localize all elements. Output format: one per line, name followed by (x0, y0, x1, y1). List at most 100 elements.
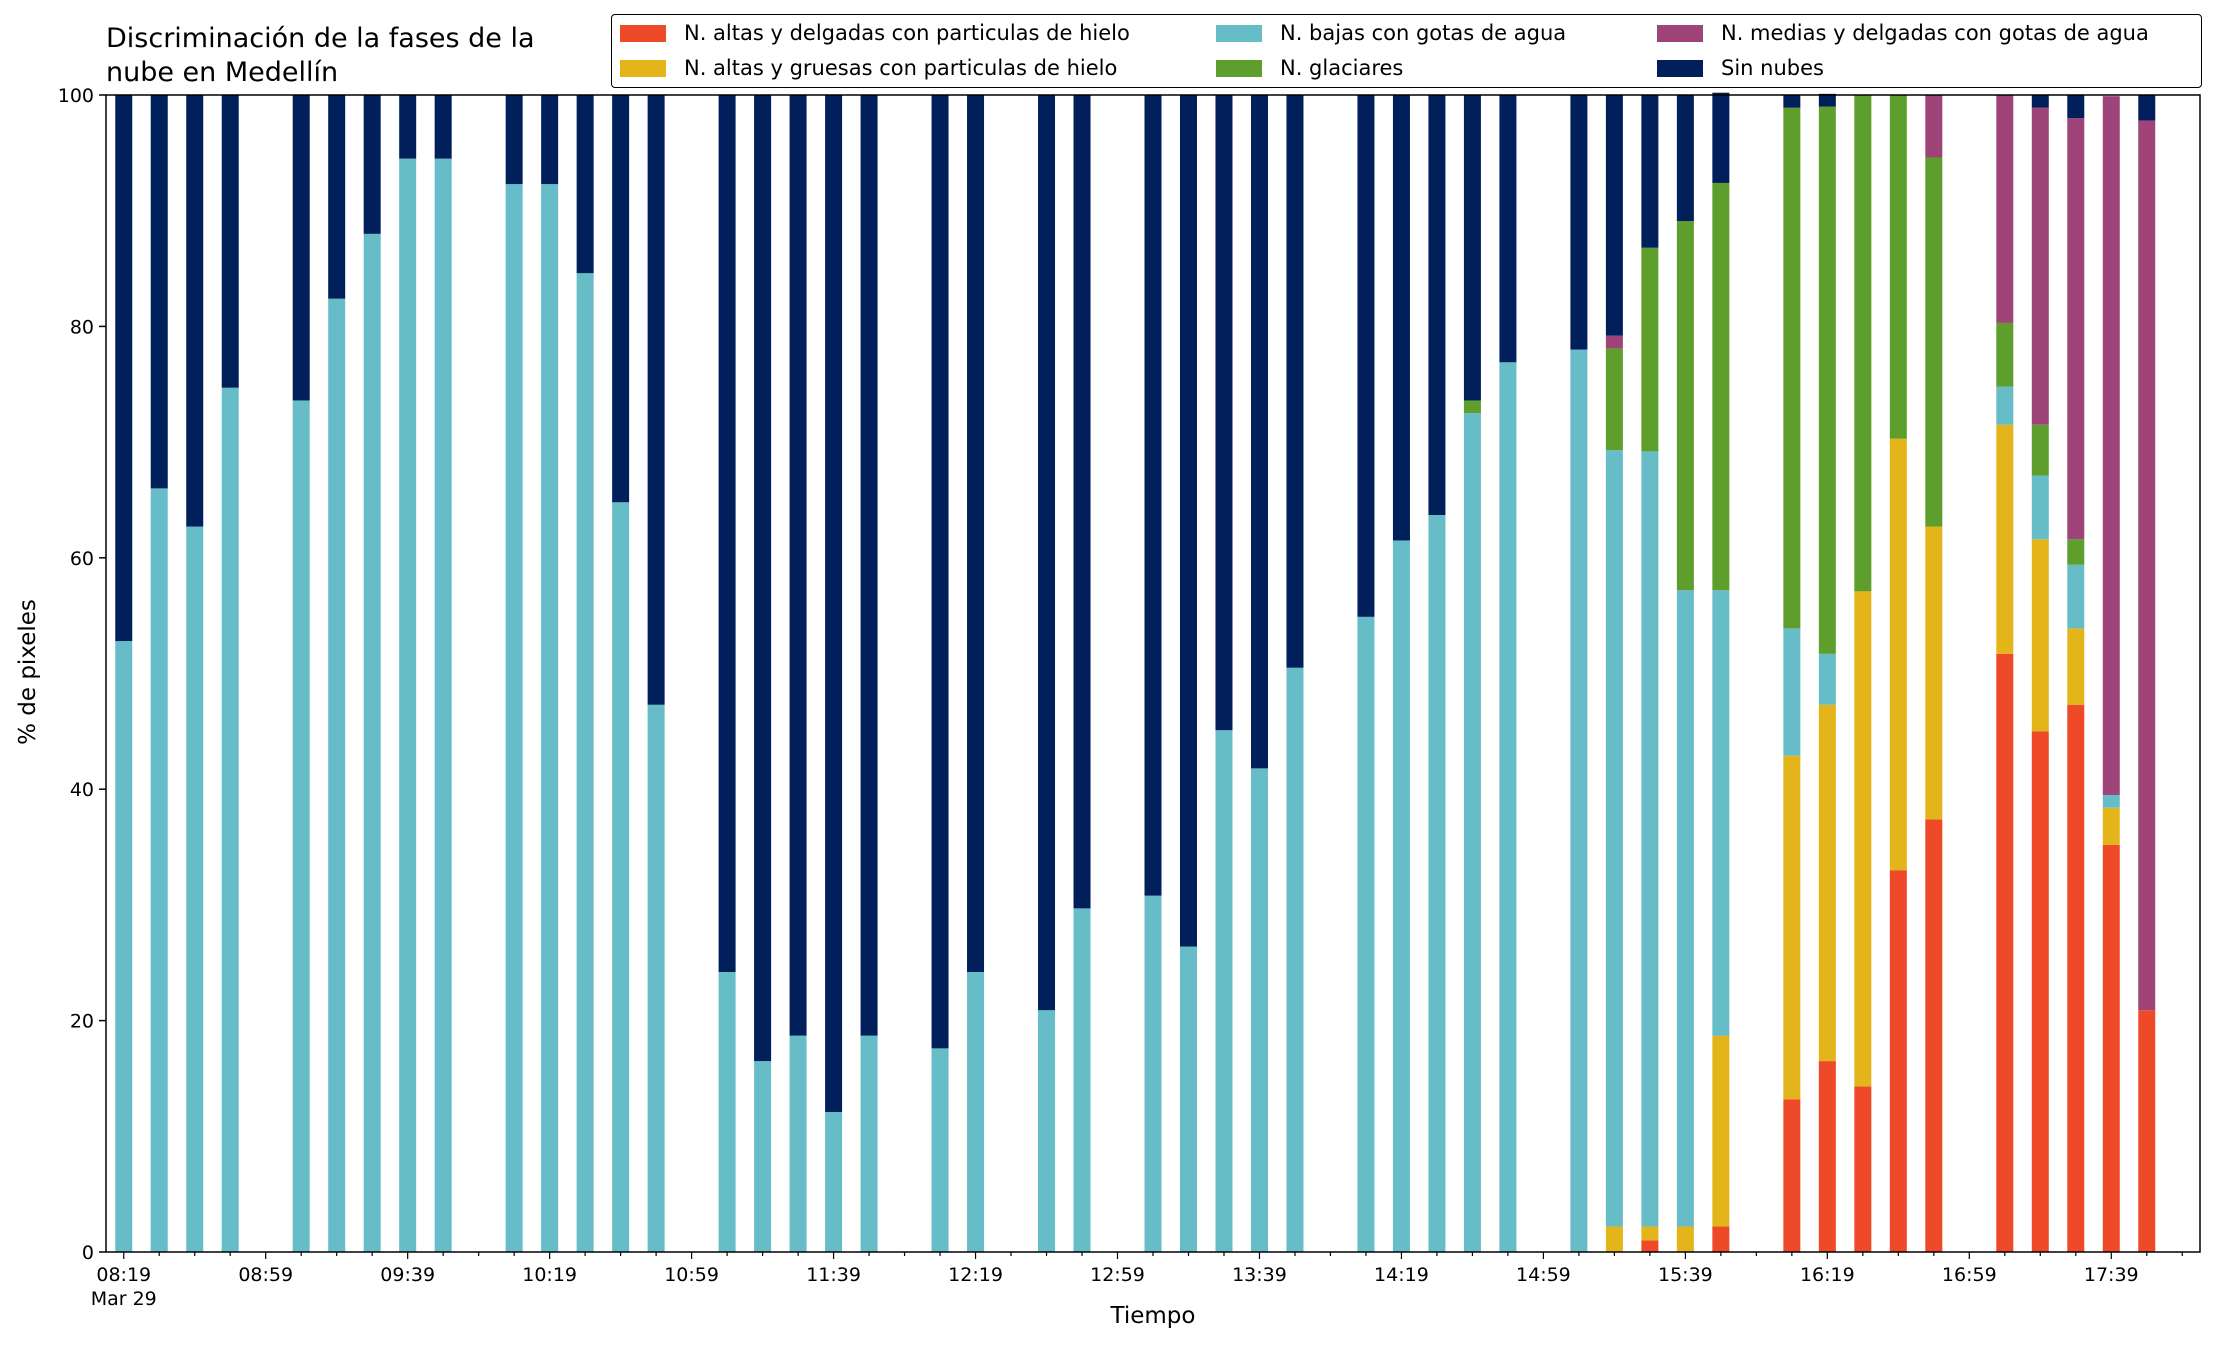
legend-item-medias-delgadas: N. medias y delgadas con gotas de agua (1657, 21, 2149, 45)
bar-segment-2 (1215, 730, 1233, 1252)
legend-swatch (620, 24, 666, 42)
legend-swatch (1657, 24, 1703, 42)
bar-segment-2 (825, 1112, 843, 1252)
bar-segment-2 (434, 158, 452, 1252)
bar-segment-5 (1428, 95, 1446, 515)
bar-segment-2 (1499, 362, 1517, 1252)
bar-segment-2 (292, 400, 310, 1252)
bar-segment-2 (221, 387, 239, 1253)
x-tick-label: 16:19 (1800, 1264, 1855, 1286)
bar-segment-0 (2031, 731, 2049, 1252)
bar-segment-5 (1250, 95, 1268, 769)
bar-segment-5 (718, 95, 736, 973)
bar-segment-0 (1996, 653, 2014, 1252)
bar-segment-1 (1925, 526, 1943, 820)
x-tick-label: 14:59 (1516, 1264, 1571, 1286)
bar-segment-2 (150, 488, 168, 1252)
bar-segment-3 (1676, 221, 1694, 591)
x-tick-sublabel: Mar 29 (91, 1288, 157, 1310)
bar-segment-5 (1605, 95, 1623, 336)
bar-segment-5 (612, 95, 630, 503)
bar-segment-2 (1818, 653, 1836, 705)
legend-label: N. glaciares (1280, 56, 1404, 80)
bar-segment-2 (1357, 616, 1375, 1252)
bar-segment-2 (1392, 540, 1410, 1252)
bar-segment-1 (2067, 628, 2085, 705)
bar-segment-0 (1925, 819, 1943, 1252)
bar-segment-2 (1783, 628, 1801, 756)
bar-segment-2 (1038, 1010, 1056, 1252)
bar-segment-3 (1605, 348, 1623, 451)
bar-segment-2 (754, 1061, 772, 1252)
bar-segment-2 (1641, 451, 1659, 1227)
bar-segment-3 (1818, 106, 1836, 654)
bar-segment-5 (115, 95, 133, 642)
y-tick-label: 60 (70, 548, 94, 570)
bar-segment-2 (1605, 450, 1623, 1227)
bar-segment-3 (1712, 182, 1730, 591)
bar-segment-2 (186, 526, 204, 1252)
bar-segment-4 (2067, 118, 2085, 540)
bar-segment-3 (2067, 539, 2085, 565)
legend-swatch (1657, 59, 1703, 77)
x-tick-label: 17:39 (2084, 1264, 2139, 1286)
bar-segment-3 (2031, 424, 2049, 476)
bar-segment-0 (1818, 1061, 1836, 1252)
legend-item-glaciares: N. glaciares (1216, 56, 1403, 80)
x-tick-label: 13:39 (1232, 1264, 1287, 1286)
y-tick-label: 40 (70, 779, 94, 801)
bar-segment-1 (1676, 1226, 1694, 1252)
legend-swatch (1216, 59, 1262, 77)
bar-segment-1 (1712, 1035, 1730, 1227)
bar-segment-5 (1357, 95, 1375, 617)
bar-segment-2 (115, 641, 133, 1252)
bar-segment-0 (1889, 870, 1907, 1252)
x-tick-label: 08:59 (238, 1264, 293, 1286)
bar-segment-2 (931, 1048, 949, 1252)
bar-segment-5 (1144, 95, 1162, 896)
bar-segment-5 (967, 95, 985, 973)
bar-segment-5 (2031, 95, 2049, 108)
bar-segment-5 (186, 95, 204, 527)
bar-segment-4 (1925, 95, 1943, 158)
bar-segment-0 (2138, 1010, 2156, 1252)
bar-segment-0 (1783, 1099, 1801, 1252)
legend-item-altas-delgadas: N. altas y delgadas con particulas de hi… (620, 21, 1130, 45)
bar-segment-5 (1570, 95, 1588, 350)
bar-segment-3 (1783, 107, 1801, 629)
bar-segment-5 (328, 95, 346, 299)
x-tick-label: 16:59 (1942, 1264, 1997, 1286)
y-tick-label: 80 (70, 316, 94, 338)
x-tick-label: 08:19 (96, 1264, 151, 1286)
bar-segment-5 (789, 95, 807, 1036)
bar-segment-2 (1073, 908, 1091, 1252)
bar-segment-3 (1854, 95, 1872, 592)
legend-label: N. altas y delgadas con particulas de hi… (684, 21, 1130, 45)
bar-segment-2 (505, 184, 523, 1253)
y-tick-label: 20 (70, 1011, 94, 1033)
legend-item-sin-nubes: Sin nubes (1657, 56, 1824, 80)
bar-segment-2 (1676, 590, 1694, 1227)
bar-segment-4 (2102, 96, 2120, 795)
bar-segment-5 (647, 95, 665, 705)
legend-label: Sin nubes (1721, 56, 1824, 80)
bar-segment-2 (1179, 946, 1197, 1252)
bar-segment-1 (2102, 807, 2120, 845)
bar-segment-5 (1676, 95, 1694, 222)
bar-segment-5 (292, 95, 310, 401)
bar-segment-1 (1641, 1226, 1659, 1241)
bar-segment-2 (1250, 768, 1268, 1252)
y-axis-label: % de pixeles (15, 599, 41, 745)
bar-segment-2 (612, 502, 630, 1252)
bars-layer (115, 92, 2156, 1253)
bar-segment-1 (1818, 704, 1836, 1062)
y-tick-label: 100 (58, 85, 94, 107)
x-tick-label: 09:39 (380, 1264, 435, 1286)
legend: N. altas y delgadas con particulas de hi… (611, 14, 2202, 88)
bar-segment-2 (967, 972, 985, 1252)
bar-segment-3 (1463, 400, 1481, 414)
bar-segment-0 (1854, 1086, 1872, 1252)
bar-segment-5 (434, 95, 452, 159)
x-tick-label: 11:39 (806, 1264, 861, 1286)
